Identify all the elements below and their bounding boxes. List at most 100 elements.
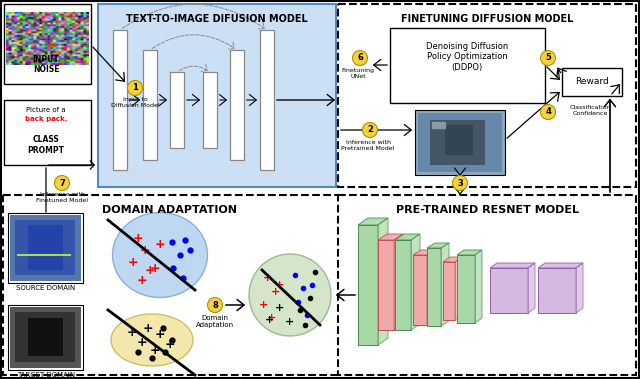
Bar (3, 195, 340, 375)
Bar (8, 213, 83, 283)
Bar (457, 255, 475, 323)
Text: 7: 7 (59, 179, 65, 188)
Bar (538, 268, 576, 313)
Text: +: + (150, 343, 160, 357)
Bar (4, 100, 91, 165)
Bar (10, 307, 81, 368)
Text: Reward: Reward (575, 77, 609, 86)
Polygon shape (490, 263, 535, 268)
Text: DOMAIN ADAPTATION: DOMAIN ADAPTATION (102, 205, 237, 215)
Text: +: + (275, 303, 285, 313)
Text: +: + (145, 263, 156, 277)
Bar (390, 28, 545, 103)
Text: +: + (143, 321, 154, 335)
Bar (4, 4, 91, 84)
Text: +: + (140, 243, 150, 257)
Text: 2: 2 (367, 125, 373, 135)
Circle shape (353, 50, 367, 66)
Bar (445, 125, 473, 155)
Text: +: + (132, 232, 143, 244)
Bar (430, 120, 485, 165)
Text: +: + (137, 274, 147, 287)
Text: CLASS
PROMPT: CLASS PROMPT (28, 135, 65, 155)
Text: TEXT-TO-IMAGE DIFUSION MODEL: TEXT-TO-IMAGE DIFUSION MODEL (126, 14, 308, 24)
Bar (413, 255, 427, 325)
Bar (28, 225, 63, 270)
Text: +: + (127, 326, 138, 340)
Bar (490, 268, 528, 313)
Circle shape (207, 298, 223, 313)
Text: 4: 4 (545, 108, 551, 116)
Text: 1: 1 (132, 83, 138, 92)
Text: +: + (270, 287, 280, 297)
Polygon shape (378, 234, 403, 240)
Text: Input to
Diffusion Model: Input to Diffusion Model (111, 97, 159, 108)
Text: PRE-TRAINED RESNET MODEL: PRE-TRAINED RESNET MODEL (396, 205, 579, 215)
Text: +: + (259, 300, 268, 310)
Ellipse shape (113, 213, 207, 298)
Text: TARGET DOMAIN: TARGET DOMAIN (17, 372, 75, 378)
Text: Domain
Adaptation: Domain Adaptation (196, 315, 234, 328)
Text: +: + (268, 313, 276, 323)
Text: +: + (155, 329, 165, 341)
Text: 6: 6 (357, 53, 363, 63)
Bar (8, 305, 83, 370)
Polygon shape (395, 234, 420, 240)
Text: +: + (285, 317, 294, 327)
Bar (143, 50, 157, 160)
Bar (418, 113, 502, 172)
Text: +: + (150, 262, 160, 274)
Polygon shape (394, 234, 403, 330)
Text: Finetuning
UNet: Finetuning UNet (342, 68, 374, 79)
Bar (170, 72, 184, 148)
Bar (338, 195, 636, 375)
Text: Inference with
Pretrained Model: Inference with Pretrained Model (341, 140, 395, 151)
Ellipse shape (111, 314, 193, 366)
Text: 8: 8 (212, 301, 218, 310)
Polygon shape (427, 243, 449, 248)
Text: +: + (266, 315, 275, 325)
Bar (203, 72, 217, 148)
Polygon shape (411, 234, 420, 330)
Text: +: + (137, 337, 147, 349)
Text: Denoising Diffusion
Policy Optimization
(DDPO): Denoising Diffusion Policy Optimization … (426, 42, 508, 72)
Polygon shape (457, 250, 482, 255)
Polygon shape (378, 218, 388, 345)
Polygon shape (358, 218, 388, 225)
Bar (443, 262, 455, 320)
Text: 5: 5 (545, 53, 551, 63)
Polygon shape (455, 257, 462, 320)
Bar (395, 240, 411, 330)
Text: +: + (275, 280, 285, 290)
Text: +: + (128, 255, 138, 268)
Text: SOURCE DOMAIN: SOURCE DOMAIN (17, 285, 76, 291)
Polygon shape (441, 243, 449, 326)
Text: back pack.: back pack. (25, 116, 67, 122)
Circle shape (362, 122, 378, 138)
Text: +: + (264, 273, 273, 283)
Bar (10, 215, 81, 281)
Bar (15, 312, 75, 362)
Text: Inference with
Finetuned Model: Inference with Finetuned Model (36, 192, 88, 203)
Bar (358, 225, 378, 345)
Polygon shape (443, 257, 462, 262)
Text: Classification
Confidence: Classification Confidence (569, 105, 611, 116)
Bar (338, 4, 636, 187)
Bar (28, 318, 63, 356)
Bar (15, 220, 75, 275)
Polygon shape (427, 250, 435, 325)
Bar (427, 248, 441, 326)
Circle shape (54, 175, 70, 191)
Bar (113, 30, 127, 170)
Bar (260, 30, 274, 170)
Text: 3: 3 (457, 179, 463, 188)
Bar (562, 68, 622, 96)
Bar (378, 240, 394, 330)
Circle shape (452, 175, 467, 191)
Bar (230, 50, 244, 160)
Circle shape (541, 50, 556, 66)
Polygon shape (528, 263, 535, 313)
Text: INPUT
NOISE: INPUT NOISE (33, 55, 60, 74)
Circle shape (127, 80, 143, 96)
Bar (415, 110, 505, 175)
